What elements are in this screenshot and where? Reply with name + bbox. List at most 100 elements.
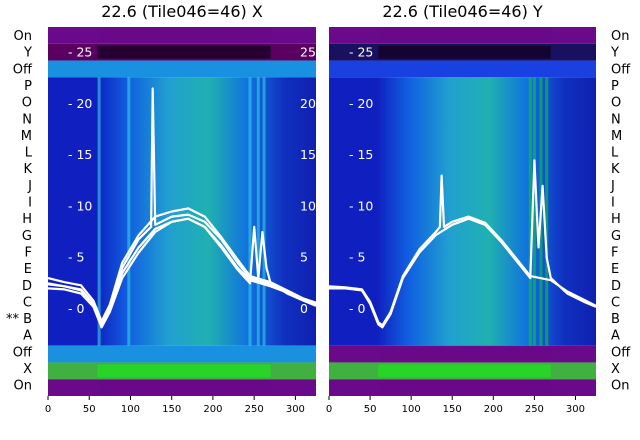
row-label: I: [611, 196, 615, 211]
heatmap-band: [329, 77, 596, 346]
panel-1: - 0 0 - 5 5 - 10 10 - 15 15 - 20 20 - 25 25 22.6 (Ti…: [6, 2, 317, 415]
row-label: H: [611, 212, 621, 227]
y-tick-label: - 10: [68, 198, 92, 213]
y-tick-label: - 20: [349, 96, 373, 111]
x-tick-label: 200: [484, 404, 503, 415]
x-tick-label: 50: [364, 404, 377, 415]
row-label: F: [25, 245, 32, 260]
heatmap-band-core: [97, 62, 271, 76]
row-label: O: [611, 96, 621, 111]
y-tick-label: 20: [300, 96, 316, 111]
row-label: E: [611, 262, 619, 277]
y-tick-label: 25: [300, 45, 316, 60]
row-label: H: [22, 212, 32, 227]
y-tick-label: - 20: [68, 96, 92, 111]
y-tick-label: - 25: [68, 45, 92, 60]
row-label: F: [611, 245, 618, 260]
row-label: On: [611, 29, 629, 44]
heatmap-streak: [127, 77, 131, 346]
x-tick-label: 300: [566, 404, 585, 415]
heatmap-band-core: [97, 45, 271, 59]
y-tick-label: - 0: [68, 301, 84, 316]
y-tick-label: - 5: [68, 250, 84, 265]
row-label: E: [24, 262, 32, 277]
row-label: Off: [611, 345, 631, 360]
row-label: M: [21, 129, 32, 144]
x-tick-label: 150: [162, 404, 181, 415]
row-label: ** B: [6, 312, 32, 327]
row-label: Off: [13, 62, 33, 77]
heatmap-band-core: [97, 364, 271, 378]
heatmap-band-core: [378, 62, 551, 76]
heatmap-streak: [532, 77, 536, 346]
row-label: G: [611, 229, 621, 244]
x-tick-label: 50: [83, 404, 96, 415]
x-tick-label: 100: [121, 404, 140, 415]
y-tick-label: - 25: [349, 45, 373, 60]
chart-title: 22.6 (Tile046=46) Y: [382, 2, 543, 21]
heatmap-streak: [97, 77, 101, 346]
row-label: Off: [13, 345, 33, 360]
x-tick-label: 150: [443, 404, 462, 415]
row-label: X: [611, 362, 620, 377]
heatmap-streak: [256, 77, 260, 346]
heatmap-streak: [528, 77, 532, 346]
x-tick-label: 200: [203, 404, 222, 415]
row-label: B: [611, 312, 620, 327]
panel-2: - 0 - 5 - 10 - 15 - 20 - 25 22.6 (Tile046=46) …: [326, 2, 631, 415]
series-line: [47, 217, 317, 329]
x-tick-label: 0: [326, 404, 332, 415]
series-line: [47, 87, 317, 326]
x-tick-label: 250: [525, 404, 544, 415]
y-tick-label: 5: [300, 250, 308, 265]
row-label: G: [22, 229, 32, 244]
row-label: P: [24, 79, 32, 94]
y-tick-label: 10: [300, 198, 316, 213]
heatmap-band-core: [378, 45, 551, 59]
row-label: P: [611, 79, 619, 94]
heatmap-band-core: [97, 29, 271, 42]
row-label: L: [611, 146, 619, 161]
heatmap-band-core: [378, 29, 551, 42]
row-label: I: [28, 196, 32, 211]
row-label: On: [611, 379, 629, 394]
row-label: K: [611, 162, 620, 177]
row-label: On: [14, 379, 32, 394]
y-tick-label: - 15: [68, 147, 92, 162]
x-tick-label: 250: [245, 404, 264, 415]
row-label: Off: [611, 62, 631, 77]
row-label: L: [25, 146, 33, 161]
row-label: D: [611, 279, 621, 294]
series-line: [328, 174, 597, 327]
row-label: N: [22, 112, 32, 127]
x-tick-label: 100: [402, 404, 421, 415]
series-line: [47, 207, 317, 323]
heatmap-band-core: [378, 364, 551, 378]
y-tick-label: - 10: [349, 198, 373, 213]
row-label: N: [611, 112, 621, 127]
y-tick-label: - 0: [349, 301, 365, 316]
y-tick-label: - 5: [349, 250, 365, 265]
y-tick-label: - 15: [349, 147, 373, 162]
heatmap-band-core: [378, 381, 551, 394]
row-label: C: [23, 295, 32, 310]
row-label: On: [14, 29, 32, 44]
row-label: O: [22, 96, 32, 111]
heatmap-band-core: [378, 347, 551, 361]
row-label: C: [611, 295, 620, 310]
row-label: D: [22, 279, 32, 294]
row-label: J: [610, 179, 615, 194]
row-label: X: [23, 362, 32, 377]
heatmap-streak: [248, 77, 252, 346]
row-label: M: [611, 129, 622, 144]
x-tick-label: 300: [286, 404, 305, 415]
heatmap-band-core: [97, 381, 271, 394]
y-tick-label: 0: [300, 301, 308, 316]
y-tick-label: 15: [300, 147, 316, 162]
heatmap-band-core: [97, 347, 271, 361]
row-label: J: [27, 179, 32, 194]
x-tick-label: 0: [45, 404, 51, 415]
row-label: Y: [610, 46, 619, 61]
row-label: K: [23, 162, 32, 177]
